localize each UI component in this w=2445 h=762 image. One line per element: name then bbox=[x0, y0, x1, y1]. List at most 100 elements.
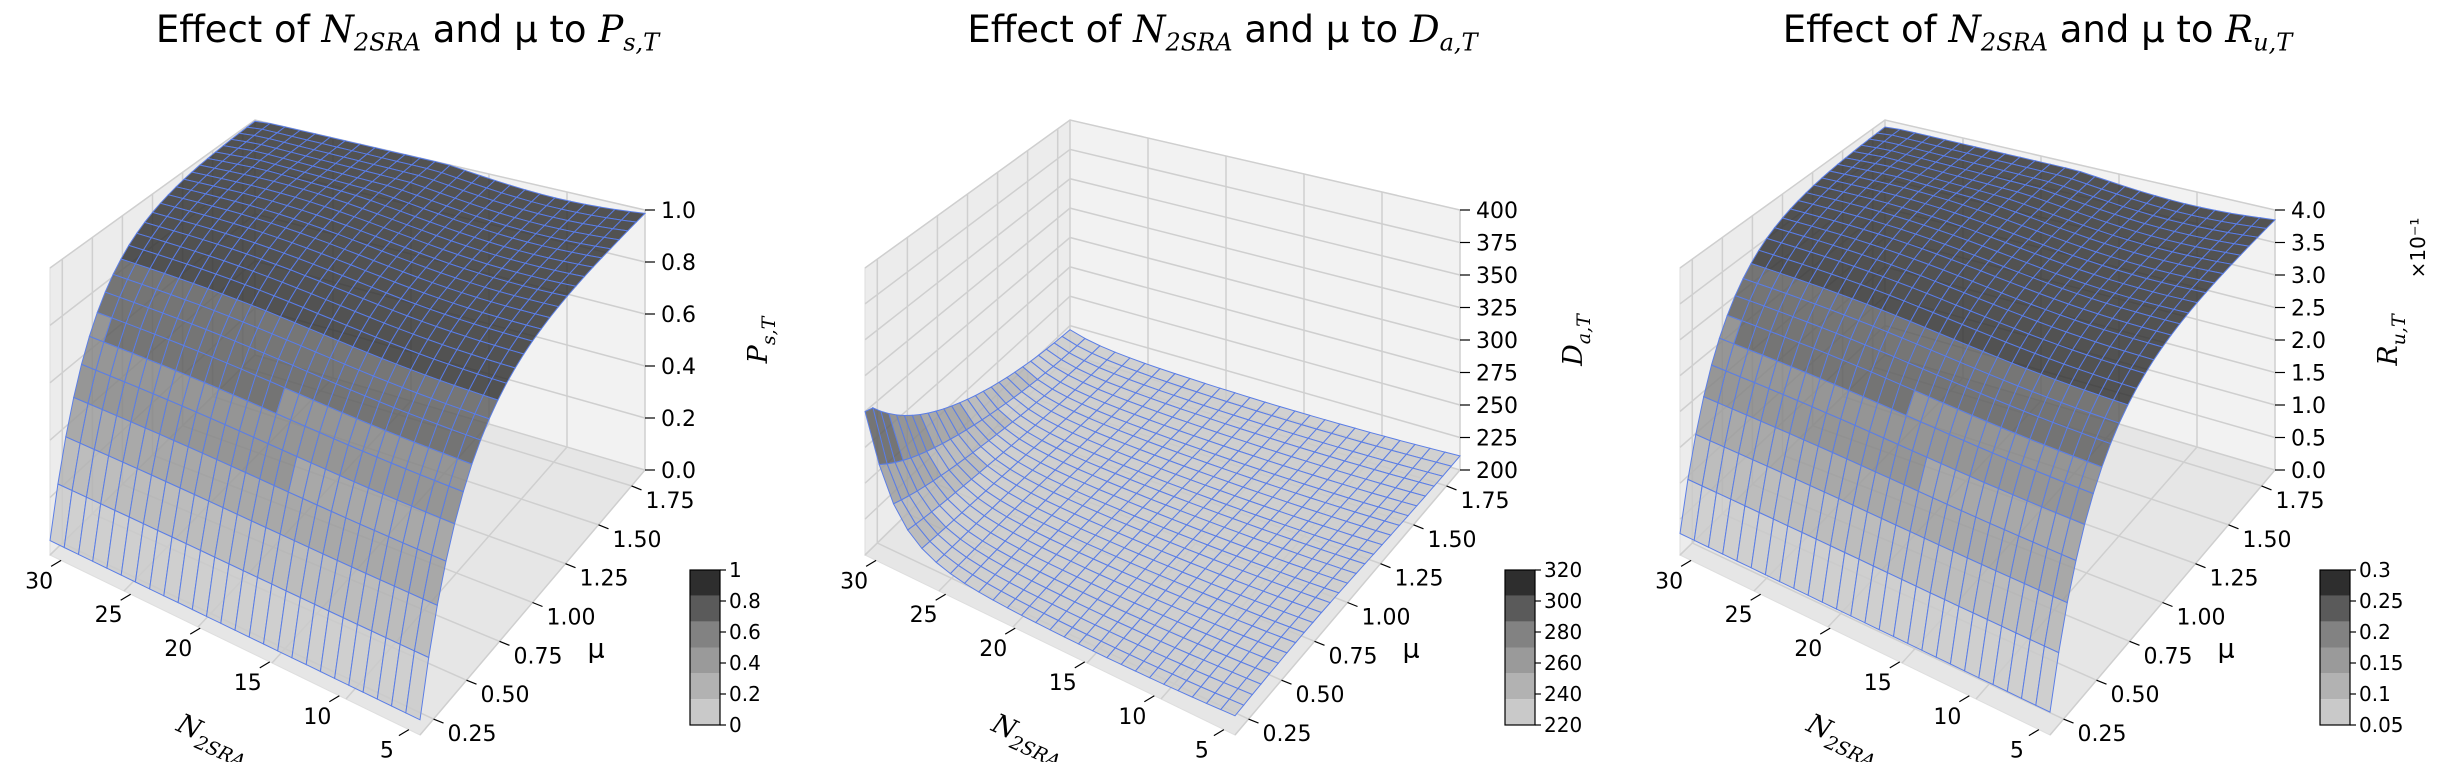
y-tick-label: 1.75 bbox=[1461, 489, 1510, 514]
y-tick-mark bbox=[1380, 563, 1391, 569]
y-tick-mark bbox=[532, 601, 543, 608]
z-tick-label: 0.8 bbox=[661, 251, 696, 276]
colorbar-segment bbox=[1505, 647, 1535, 674]
z-tick-label: 0.0 bbox=[2291, 459, 2326, 484]
z-label-sub: a,T bbox=[1573, 313, 1595, 344]
surface bbox=[1679, 126, 2277, 713]
colorbar-segment bbox=[690, 570, 720, 596]
colorbar: 0 0.2 0.4 0.6 0.8 1 bbox=[689, 558, 761, 737]
y-tick-label: 1.75 bbox=[646, 489, 695, 514]
z-tick-label: 325 bbox=[1476, 297, 1518, 322]
y-tick-mark bbox=[2228, 524, 2239, 530]
z-label-sub: s,T bbox=[758, 315, 780, 345]
x-tick-label: 15 bbox=[1049, 671, 1077, 696]
z-tick-label: 225 bbox=[1476, 427, 1518, 452]
y-tick-label: 0.75 bbox=[514, 644, 563, 669]
title-var: N bbox=[321, 8, 354, 51]
x-tick-mark bbox=[120, 593, 131, 601]
colorbar-tick-label: 320 bbox=[1544, 558, 1582, 582]
x-tick-mark bbox=[189, 627, 201, 635]
colorbar-segment bbox=[1505, 673, 1535, 700]
z-label-main: R bbox=[2373, 345, 2404, 366]
y-tick-mark bbox=[598, 524, 609, 530]
chart-title: Effect of N2SRA and μ to Ru,T bbox=[1630, 8, 2445, 56]
title-mid: and μ to bbox=[420, 8, 599, 51]
colorbar-segment bbox=[2320, 699, 2350, 725]
x-axis-label: N2SRA bbox=[169, 708, 255, 762]
y-tick-mark bbox=[565, 563, 576, 569]
colorbar: 220 240 260 280 300 320 bbox=[1504, 558, 1582, 737]
colorbar-tick-label: 0.2 bbox=[729, 682, 761, 706]
title-var-sub: 2SRA bbox=[353, 28, 421, 57]
x-tick-mark bbox=[1074, 661, 1086, 669]
z-axis: 200 225 250 275 300 325 350 375 400 Da,T bbox=[1460, 199, 1595, 484]
y-tick-label: 1.00 bbox=[547, 606, 596, 631]
colorbar-tick-label: 0.4 bbox=[729, 651, 761, 675]
y-tick-mark bbox=[499, 640, 510, 646]
colorbar-tick-label: 300 bbox=[1544, 589, 1582, 613]
colorbar-tick-label: 0 bbox=[729, 713, 742, 737]
x-tick-mark bbox=[1213, 729, 1225, 737]
grid-line-z bbox=[864, 177, 1461, 341]
colorbar-tick-label: 260 bbox=[1544, 651, 1582, 675]
x-tick-label: 15 bbox=[1864, 671, 1892, 696]
colorbar-segment bbox=[2320, 570, 2350, 596]
z-tick-label: 3.0 bbox=[2291, 264, 2326, 289]
x-tick-label: 10 bbox=[1933, 705, 1961, 730]
z-axis-label: Da,T bbox=[1558, 313, 1595, 367]
y-tick-mark bbox=[2162, 601, 2173, 608]
x-axis-label: N2SRA bbox=[984, 708, 1070, 762]
title-mid: and μ to bbox=[2047, 8, 2226, 51]
x-tick-label: 10 bbox=[1118, 705, 1146, 730]
x-tick-label: 25 bbox=[910, 603, 938, 628]
colorbar-segment bbox=[690, 673, 720, 700]
colorbar-frame bbox=[1504, 569, 1536, 726]
title-target-sub: s,T bbox=[623, 28, 660, 57]
colorbar-tick-label: 1 bbox=[729, 558, 742, 582]
x-tick-mark bbox=[329, 695, 340, 703]
x-tick-label: 20 bbox=[164, 637, 192, 662]
title-target: P bbox=[598, 8, 624, 51]
x-axis: 30 25 20 15 10 5 N2SRA bbox=[840, 559, 1225, 762]
grid-line-z bbox=[49, 119, 646, 269]
x-tick-label: 5 bbox=[380, 739, 394, 762]
colorbar-tick-label: 0.15 bbox=[2359, 651, 2404, 675]
x-tick-mark bbox=[865, 559, 877, 567]
colorbar-tick-label: 0.6 bbox=[729, 620, 761, 644]
x-tick-mark bbox=[1889, 661, 1901, 669]
x-tick-mark bbox=[935, 593, 946, 601]
grid-line-z bbox=[864, 266, 1461, 448]
z-tick-label: 0.4 bbox=[661, 355, 696, 380]
z-tick-label: 4.0 bbox=[2291, 199, 2326, 224]
z-tick-label: 400 bbox=[1476, 199, 1518, 224]
title-prefix: Effect of bbox=[1782, 8, 1949, 51]
title-target: R bbox=[2225, 8, 2254, 51]
colorbar-tick-label: 0.3 bbox=[2359, 558, 2391, 582]
z-axis-label: Ps,T bbox=[743, 315, 780, 364]
z-tick-label: 1.0 bbox=[661, 199, 696, 224]
z-tick-label: 3.5 bbox=[2291, 232, 2326, 257]
x-tick-mark bbox=[398, 729, 410, 737]
y-tick-mark bbox=[1281, 679, 1292, 685]
colorbar-tick-label: 0.2 bbox=[2359, 620, 2391, 644]
y-tick-label: 0.25 bbox=[2078, 722, 2127, 747]
chart-panel-2: Effect of N2SRA and μ to Da,T 30 25 20 15 10 5… bbox=[815, 0, 1630, 762]
z-tick-label: 1.5 bbox=[2291, 362, 2326, 387]
y-tick-label: 1.50 bbox=[613, 528, 662, 553]
grid-line-z bbox=[864, 207, 1461, 377]
z-tick-label: 0.5 bbox=[2291, 427, 2326, 452]
z-tick-label: 0.0 bbox=[661, 459, 696, 484]
y-tick-mark bbox=[631, 485, 642, 491]
colorbar-tick-label: 0.8 bbox=[729, 589, 761, 613]
z-tick-label: 375 bbox=[1476, 232, 1518, 257]
z-tick-label: 200 bbox=[1476, 459, 1518, 484]
z-tick-label: 2.0 bbox=[2291, 329, 2326, 354]
y-tick-mark bbox=[2063, 718, 2074, 724]
title-target: D bbox=[1409, 8, 1440, 51]
title-prefix: Effect of bbox=[967, 8, 1134, 51]
z-axis: 0.0 0.2 0.4 0.6 0.8 1.0 Ps,T bbox=[645, 199, 780, 484]
y-tick-label: 1.50 bbox=[2243, 528, 2292, 553]
x-tick-label: 5 bbox=[2010, 739, 2024, 762]
colorbar-tick-label: 280 bbox=[1544, 620, 1582, 644]
y-tick-label: 1.25 bbox=[2210, 567, 2259, 592]
